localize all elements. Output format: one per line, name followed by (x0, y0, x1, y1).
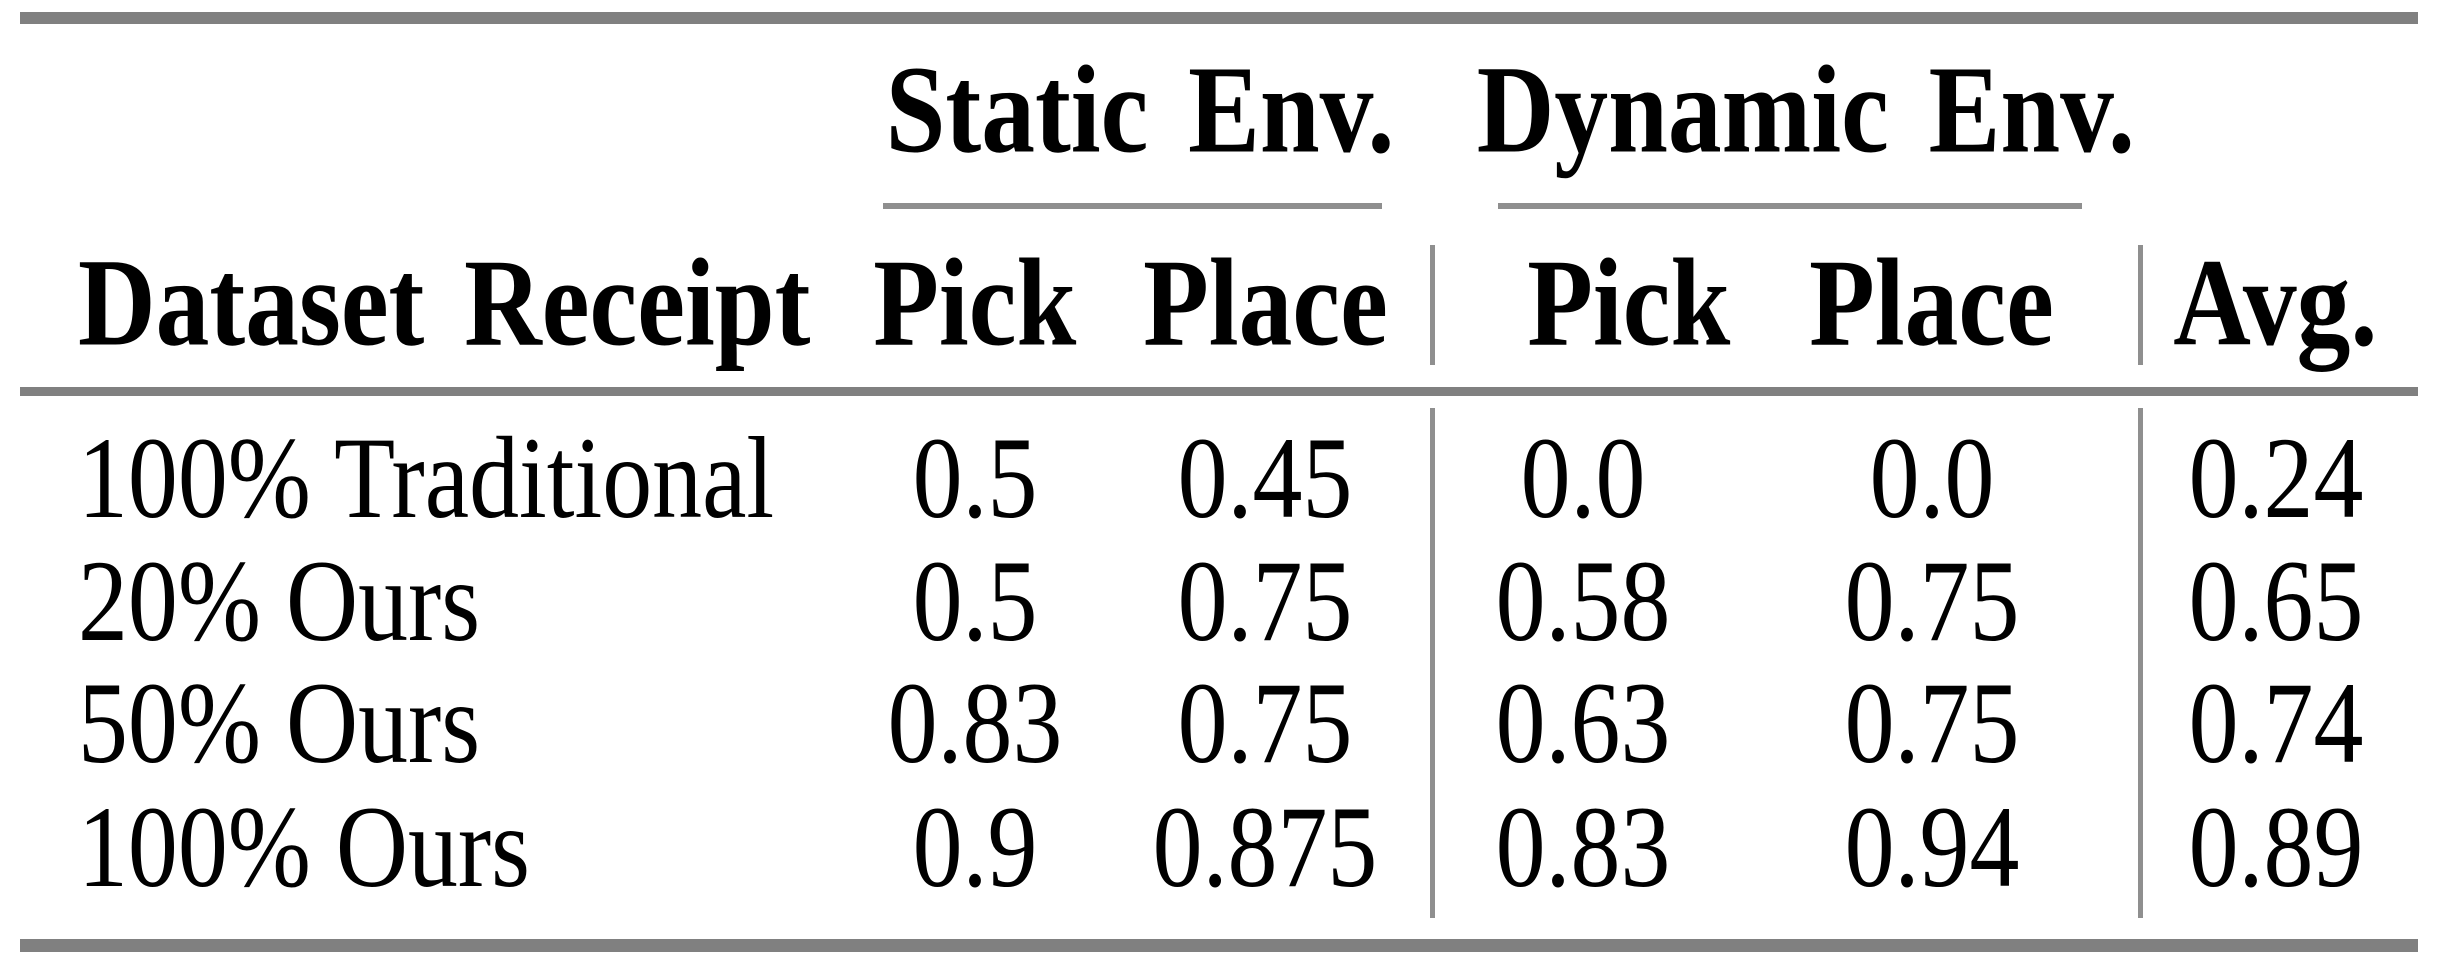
cell-value: 0.5 (912, 537, 1038, 666)
cell-dynamic-pick: 0.63 (1435, 663, 1730, 785)
cell-value: 0.65 (2188, 537, 2363, 666)
cell-avg: 0.74 (2138, 663, 2413, 785)
cell-avg: 0.24 (2138, 400, 2413, 541)
column-header-static-place: Place (1100, 205, 1430, 400)
vertical-rule-static-dynamic-body (1430, 408, 1435, 918)
cell-dynamic-place: 0.0 (1730, 400, 2133, 541)
row-label-text: 20% Ours (78, 537, 481, 666)
top-rule (20, 12, 2418, 24)
dynamic-env-underline-rule (1498, 203, 2082, 209)
cell-static-place: 0.75 (1100, 663, 1430, 785)
column-header-dataset-receipt-label: Dataset Receipt (78, 233, 811, 372)
cell-static-pick: 0.5 (850, 541, 1100, 663)
cell-value: 0.94 (1844, 782, 2019, 912)
cell-dynamic-place: 0.75 (1730, 663, 2133, 785)
row-label: 100% Ours (20, 785, 850, 910)
cell-static-pick: 0.9 (850, 785, 1100, 910)
cell-static-place: 0.75 (1100, 541, 1430, 663)
cell-dynamic-pick: 0.58 (1435, 541, 1730, 663)
bottom-rule (20, 939, 2418, 952)
cell-value: 0.0 (1520, 413, 1645, 543)
cell-value: 0.83 (1495, 782, 1670, 912)
cell-value: 0.5 (912, 413, 1038, 543)
cell-value: 0.75 (1177, 659, 1353, 788)
cell-value: 0.24 (2188, 413, 2363, 543)
row-label-text: 100% Traditional (78, 413, 775, 543)
column-header-dynamic-pick: Pick (1435, 205, 1730, 400)
cell-avg: 0.65 (2138, 541, 2413, 663)
cell-dynamic-place: 0.94 (1730, 785, 2133, 910)
cell-static-place: 0.45 (1100, 400, 1430, 541)
cell-static-place: 0.875 (1100, 785, 1430, 910)
cell-static-pick: 0.83 (850, 663, 1100, 785)
column-group-static-env-label: Static Env. (885, 40, 1395, 179)
column-group-dynamic-env: Dynamic Env. (1435, 0, 2136, 205)
row-label: 20% Ours (20, 541, 850, 663)
cell-value: 0.75 (1844, 537, 2019, 666)
cell-value: 0.75 (1844, 659, 2019, 788)
cell-value: 0.75 (1177, 537, 1353, 666)
column-header-avg-label: Avg. (2173, 233, 2378, 372)
cell-value: 0.58 (1495, 537, 1670, 666)
vertical-rule-dynamic-avg-header (2138, 245, 2143, 365)
row-label: 100% Traditional (20, 400, 850, 541)
cell-dynamic-place: 0.75 (1730, 541, 2133, 663)
vertical-rule-static-dynamic-header (1430, 245, 1435, 365)
row-label-text: 100% Ours (78, 782, 531, 912)
static-env-underline-rule (883, 203, 1382, 209)
cell-value: 0.63 (1495, 659, 1670, 788)
cell-value: 0.74 (2188, 659, 2363, 788)
cell-value: 0.875 (1152, 782, 1378, 912)
column-header-static-pick: Pick (850, 205, 1100, 400)
cell-dynamic-pick: 0.83 (1435, 785, 1730, 910)
header-rule (20, 387, 2418, 396)
row-label-text: 50% Ours (78, 659, 481, 788)
column-header-dynamic-place: Place (1730, 205, 2133, 400)
column-header-dynamic-pick-label: Pick (1527, 233, 1731, 372)
cell-dynamic-pick: 0.0 (1435, 400, 1730, 541)
cell-value: 0.9 (912, 782, 1038, 912)
cell-value: 0.89 (2188, 782, 2363, 912)
column-header-dataset-receipt: Dataset Receipt (20, 205, 850, 400)
vertical-rule-dynamic-avg-body (2138, 408, 2143, 918)
cell-value: 0.45 (1177, 413, 1353, 543)
cell-static-pick: 0.5 (850, 400, 1100, 541)
cell-value: 0.83 (887, 659, 1063, 788)
column-header-static-place-label: Place (1142, 233, 1388, 372)
column-header-static-pick-label: Pick (873, 233, 1077, 372)
row-label: 50% Ours (20, 663, 850, 785)
results-table: Static Env. Dynamic Env. Dataset Receipt… (20, 0, 2418, 966)
cell-avg: 0.89 (2138, 785, 2413, 910)
cell-value: 0.0 (1869, 413, 1994, 543)
column-header-dynamic-place-label: Place (1809, 233, 2054, 372)
column-group-static-env: Static Env. (850, 0, 1430, 205)
column-group-dynamic-env-label: Dynamic Env. (1476, 40, 2136, 179)
column-header-avg: Avg. (2138, 205, 2413, 400)
